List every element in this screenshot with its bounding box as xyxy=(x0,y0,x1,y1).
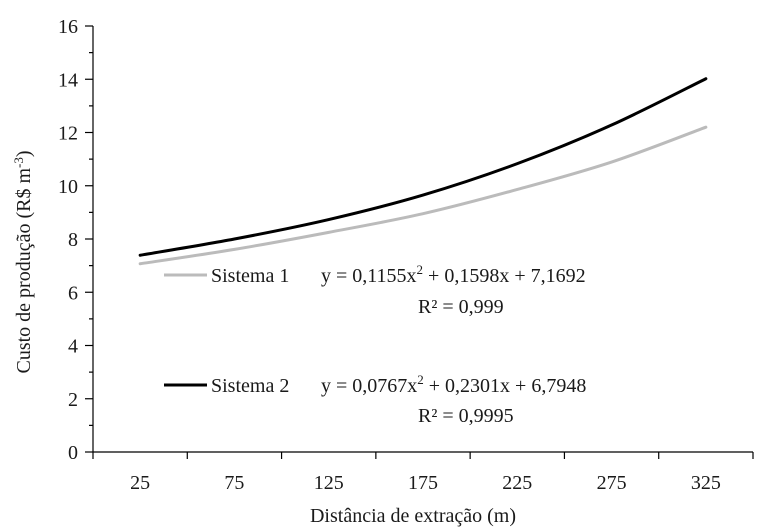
r2-sistema-2: R² = 0,9995 xyxy=(418,405,514,427)
y-tick-label: 16 xyxy=(58,16,78,38)
equation-sistema-1: y = 0,1155x2 + 0,1598x + 7,1692 xyxy=(321,262,586,287)
x-axis-title: Distância de extração (m) xyxy=(310,505,516,527)
series-line-sistema-1 xyxy=(138,125,708,266)
y-tick-label: 6 xyxy=(68,282,78,304)
y-axis-title: Custo de produção (R$ m-3) xyxy=(11,150,35,373)
r2-sistema-1: R² = 0,999 xyxy=(418,296,504,318)
y-axis-ticks: 0 2 4 6 8 10 12 14 16 xyxy=(58,16,93,464)
x-axis-ticks: 25 75 125 175 225 275 325 xyxy=(92,452,754,494)
series-line-sistema-2 xyxy=(138,77,708,257)
legend-label-sistema-2: Sistema 2 xyxy=(211,375,289,397)
y-tick-label: 4 xyxy=(68,336,78,358)
series-lines xyxy=(138,77,708,266)
x-tick-label: 225 xyxy=(502,472,532,494)
y-tick-label: 0 xyxy=(68,442,78,464)
x-tick-label: 275 xyxy=(597,472,627,494)
y-tick-label: 8 xyxy=(68,229,78,251)
x-tick-label: 325 xyxy=(691,472,721,494)
y-tick-label: 2 xyxy=(68,389,78,411)
y-tick-label: 10 xyxy=(58,176,78,198)
x-tick-label: 75 xyxy=(224,472,244,494)
x-tick-label: 25 xyxy=(130,472,150,494)
y-tick-label: 14 xyxy=(58,69,78,91)
x-tick-label: 175 xyxy=(408,472,438,494)
legend-label-sistema-1: Sistema 1 xyxy=(211,265,289,287)
x-tick-label: 125 xyxy=(314,472,344,494)
y-tick-label: 12 xyxy=(58,123,78,145)
equation-sistema-2: y = 0,0767x2 + 0,2301x + 6,7948 xyxy=(321,372,586,397)
legend: Sistema 1 y = 0,1155x2 + 0,1598x + 7,169… xyxy=(164,262,586,427)
